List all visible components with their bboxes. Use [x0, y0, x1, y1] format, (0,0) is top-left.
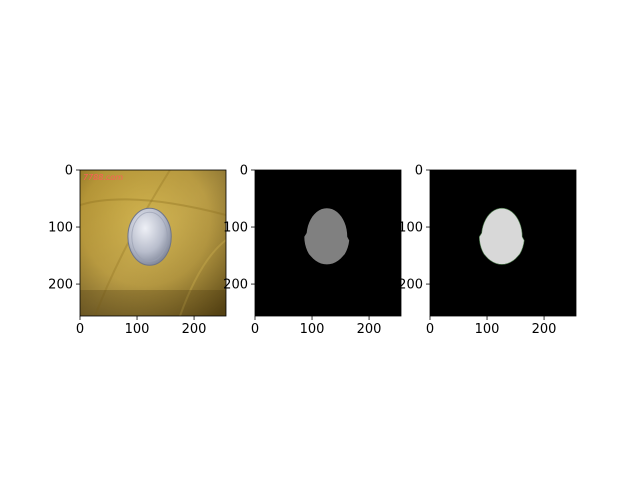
y-tick-label: 200: [398, 278, 423, 293]
y-tick-label: 100: [398, 221, 423, 236]
x-tick-label: 100: [125, 322, 150, 337]
x-tick-label: 200: [182, 322, 207, 337]
y-tick-label: 0: [415, 164, 423, 179]
x-tick-label: 200: [357, 322, 382, 337]
y-tick-label: 100: [48, 221, 73, 236]
y-tick-label: 0: [240, 164, 248, 179]
x-tick-label: 100: [300, 322, 325, 337]
panel-mask-gray: 0 100 200 0 100 200: [223, 164, 402, 338]
coin: [127, 207, 172, 266]
y-tick-label: 200: [223, 278, 248, 293]
panel-mask-light: 0 100 200 0 100 200: [398, 164, 577, 338]
x-tick-label: 200: [532, 322, 557, 337]
mask-gray-region: [304, 208, 350, 265]
mask-light-region: [479, 207, 525, 265]
watermark-text: 7788.com: [83, 173, 123, 182]
panel-mask-gray-ticks: 0 100 200 0 100 200: [223, 164, 381, 338]
y-tick-label: 200: [48, 278, 73, 293]
y-tick-label: 0: [65, 164, 73, 179]
x-tick-label: 0: [251, 322, 259, 337]
panel-photo-ticks: 0 100 200 0 100 200: [48, 164, 206, 338]
panel-mask-light-ticks: 0 100 200 0 100 200: [398, 164, 556, 338]
x-tick-label: 0: [76, 322, 84, 337]
y-tick-label: 100: [223, 221, 248, 236]
coin-inner-ring: [131, 211, 168, 262]
x-tick-label: 100: [475, 322, 500, 337]
panel-photo: 7788.com 0 100 200 0 100 200: [48, 164, 227, 338]
x-tick-label: 0: [426, 322, 434, 337]
